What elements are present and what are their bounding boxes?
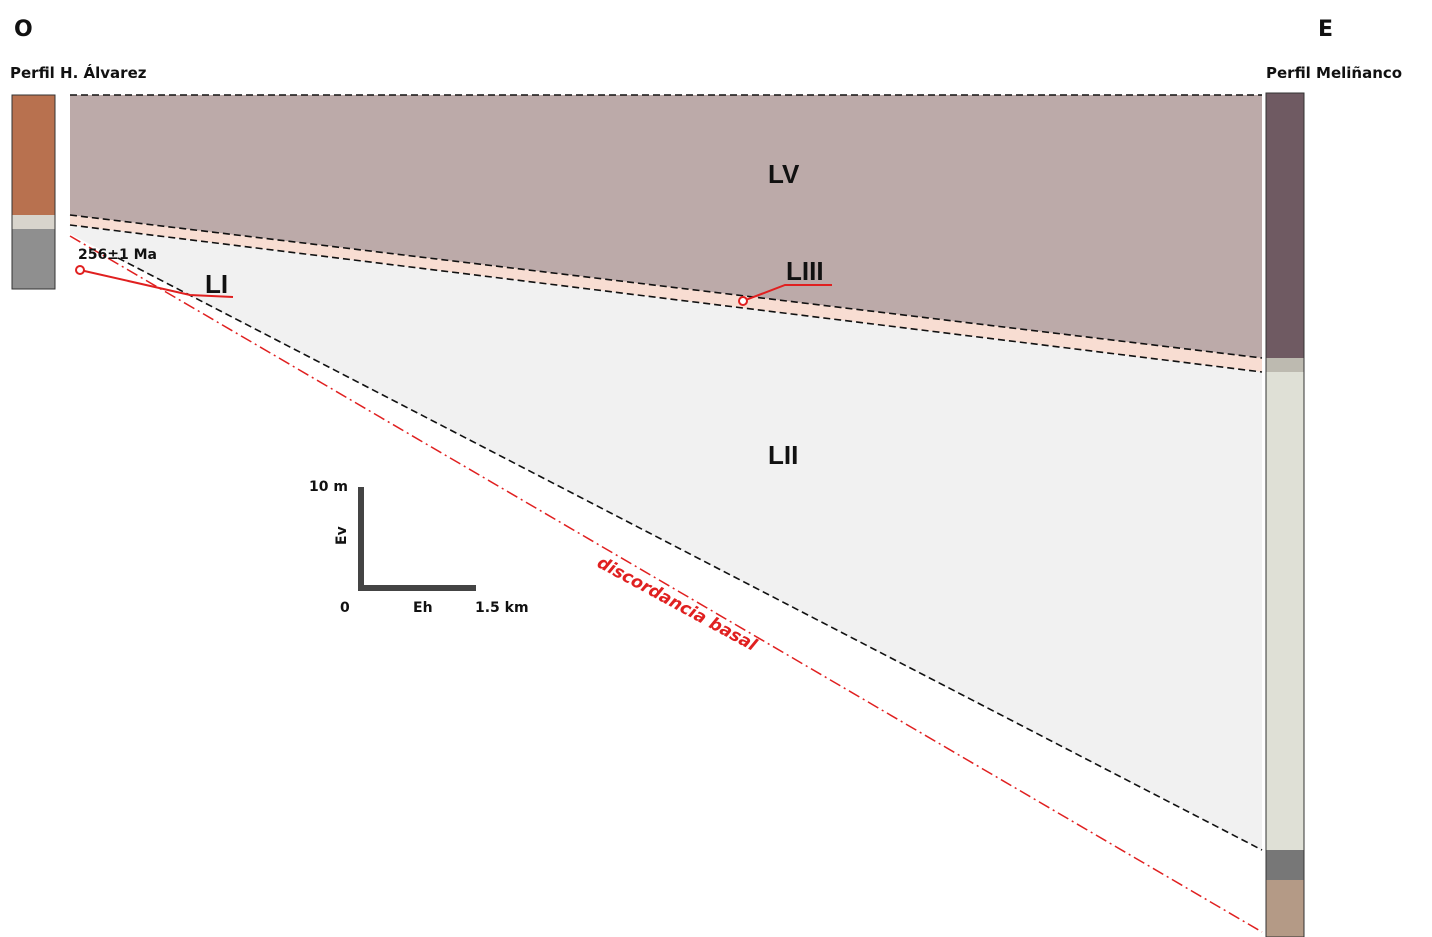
- unit-liii-label: LIII: [786, 256, 824, 286]
- east-column-mid: [1266, 372, 1304, 850]
- east-column-band: [1266, 358, 1304, 372]
- scale-vaxis: Ev: [334, 526, 350, 545]
- unit-li-label: LI: [205, 269, 228, 299]
- unit-lv: [70, 95, 1262, 358]
- west-column-band: [12, 215, 55, 229]
- scale-hmax: 1.5 km: [475, 600, 529, 616]
- unit-lv-label: LV: [768, 159, 800, 189]
- scale-horizontal: [358, 585, 476, 591]
- east-profile: Perfil Meliñanco: [1266, 64, 1402, 82]
- east-column-top: [1266, 93, 1304, 358]
- liii-leader: [742, 284, 832, 302]
- liii-sample: [738, 296, 748, 306]
- boundaries: [69, 94, 1263, 851]
- east-column-outline: [1265, 92, 1305, 937]
- west-profile: Perfil H. Álvarez: [10, 63, 147, 82]
- east-column-band2: [1266, 850, 1304, 880]
- west-column-base: [12, 229, 55, 289]
- east-column-base: [1266, 880, 1304, 937]
- unit-lii: [70, 225, 1262, 850]
- unit-lii-label: LII: [768, 440, 798, 470]
- unit-liii: [70, 215, 1262, 372]
- east-label: E: [1318, 17, 1333, 42]
- scale-origin: 0: [340, 600, 350, 616]
- west-label: O: [14, 17, 33, 42]
- scale-vertical: [358, 487, 364, 591]
- west-column-top: [12, 95, 55, 215]
- unconformity-line: [69, 235, 1263, 933]
- li-sample: [75, 265, 85, 275]
- li-leader: [79, 269, 234, 298]
- west-column-outline: [11, 94, 56, 290]
- scale-haxis: Eh: [413, 600, 433, 616]
- scale-vmax: 10 m: [309, 479, 348, 495]
- age-label: 256±1 Ma: [78, 247, 157, 263]
